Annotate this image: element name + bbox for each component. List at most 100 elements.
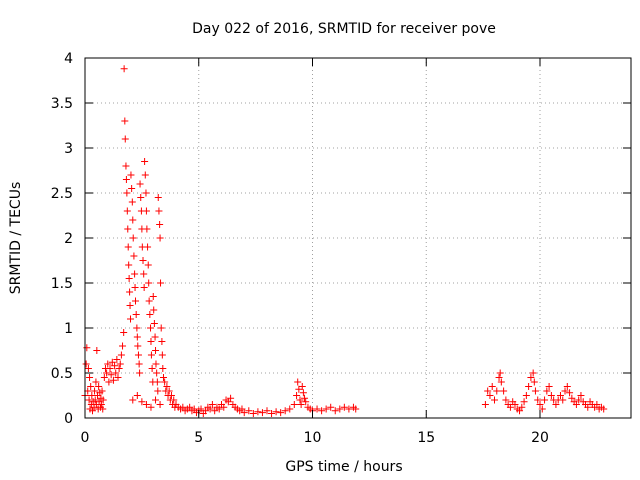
data-point: [352, 405, 360, 413]
data-point: [531, 387, 539, 395]
data-point: [495, 374, 503, 381]
data-point: [593, 401, 601, 408]
data-point: [561, 387, 569, 395]
data-point: [129, 396, 137, 404]
data-point: [155, 207, 163, 215]
data-point: [103, 369, 111, 377]
data-point: [157, 279, 165, 287]
data-point: [112, 369, 120, 377]
data-point: [120, 65, 128, 73]
data-point: [135, 360, 143, 368]
data-point: [190, 405, 198, 413]
data-point: [82, 360, 90, 368]
data-point: [263, 407, 271, 415]
data-point: [518, 403, 526, 411]
data-point: [294, 378, 302, 386]
data-point: [286, 405, 294, 413]
data-point: [238, 405, 246, 413]
data-point: [245, 407, 253, 415]
data-point: [575, 396, 583, 404]
data-point: [327, 403, 335, 411]
data-point: [123, 189, 131, 197]
data-point: [527, 374, 535, 381]
data-point: [153, 369, 161, 377]
chart-title: Day 022 of 2016, SRMTID for receiver pov…: [192, 21, 496, 37]
data-point: [161, 378, 169, 386]
data-point: [85, 396, 93, 404]
data-point: [538, 405, 546, 413]
y-axis-label: SRMTID / TECUs: [8, 182, 24, 295]
data-point: [98, 387, 106, 395]
data-point: [129, 234, 137, 242]
data-point: [559, 396, 567, 404]
data-point: [206, 405, 214, 413]
data-points: [81, 65, 608, 417]
data-point: [122, 162, 130, 170]
data-point: [106, 365, 114, 372]
data-point: [159, 365, 167, 372]
data-point: [313, 405, 321, 413]
y-tick-label: 0: [64, 411, 73, 427]
data-point: [143, 225, 151, 233]
data-point: [322, 405, 330, 413]
data-point: [299, 389, 307, 397]
data-point: [202, 407, 210, 415]
data-point: [224, 398, 232, 406]
data-point: [211, 407, 219, 415]
data-point: [147, 324, 155, 332]
data-point: [566, 389, 574, 397]
data-point: [600, 405, 608, 413]
data-point: [584, 403, 592, 411]
data-point: [140, 270, 148, 278]
data-point: [525, 383, 533, 390]
data-point: [147, 338, 155, 345]
data-point: [91, 387, 99, 395]
data-point: [122, 176, 130, 183]
data-point: [345, 405, 353, 413]
data-point: [115, 365, 123, 372]
data-point: [152, 347, 160, 354]
x-tick-label: 20: [531, 430, 549, 446]
data-point: [152, 360, 160, 368]
y-tick-label: 3.5: [51, 96, 73, 112]
data-point: [119, 342, 127, 350]
data-point: [167, 392, 175, 399]
data-point: [87, 383, 95, 390]
y-tick-label: 1: [64, 321, 73, 337]
data-point: [281, 407, 289, 415]
data-point: [522, 392, 530, 399]
data-point: [127, 171, 135, 179]
data-point: [141, 171, 149, 179]
data-point: [136, 369, 144, 377]
data-point: [107, 371, 115, 379]
data-point: [136, 180, 144, 188]
data-point: [502, 396, 510, 404]
data-point: [179, 403, 187, 411]
data-point: [572, 401, 580, 408]
y-tick-label: 4: [64, 51, 73, 67]
data-point: [296, 396, 304, 404]
data-point: [128, 198, 136, 206]
data-point: [99, 396, 107, 404]
data-point: [547, 392, 555, 399]
data-point: [340, 403, 348, 411]
data-point: [111, 362, 119, 370]
data-point: [125, 275, 133, 282]
data-point: [258, 409, 266, 417]
data-point: [129, 216, 137, 224]
data-point: [148, 365, 156, 372]
data-point: [150, 306, 158, 314]
data-point: [105, 378, 113, 386]
y-tick-label: 1.5: [51, 276, 73, 292]
data-point: [541, 396, 549, 404]
data-point: [153, 378, 161, 386]
grid: [85, 58, 631, 418]
data-point: [104, 360, 112, 368]
data-point: [140, 284, 148, 291]
data-point: [151, 333, 159, 341]
data-point: [500, 387, 508, 395]
y-tick-label: 2: [64, 231, 73, 247]
data-point: [133, 324, 141, 332]
data-point: [556, 392, 564, 399]
